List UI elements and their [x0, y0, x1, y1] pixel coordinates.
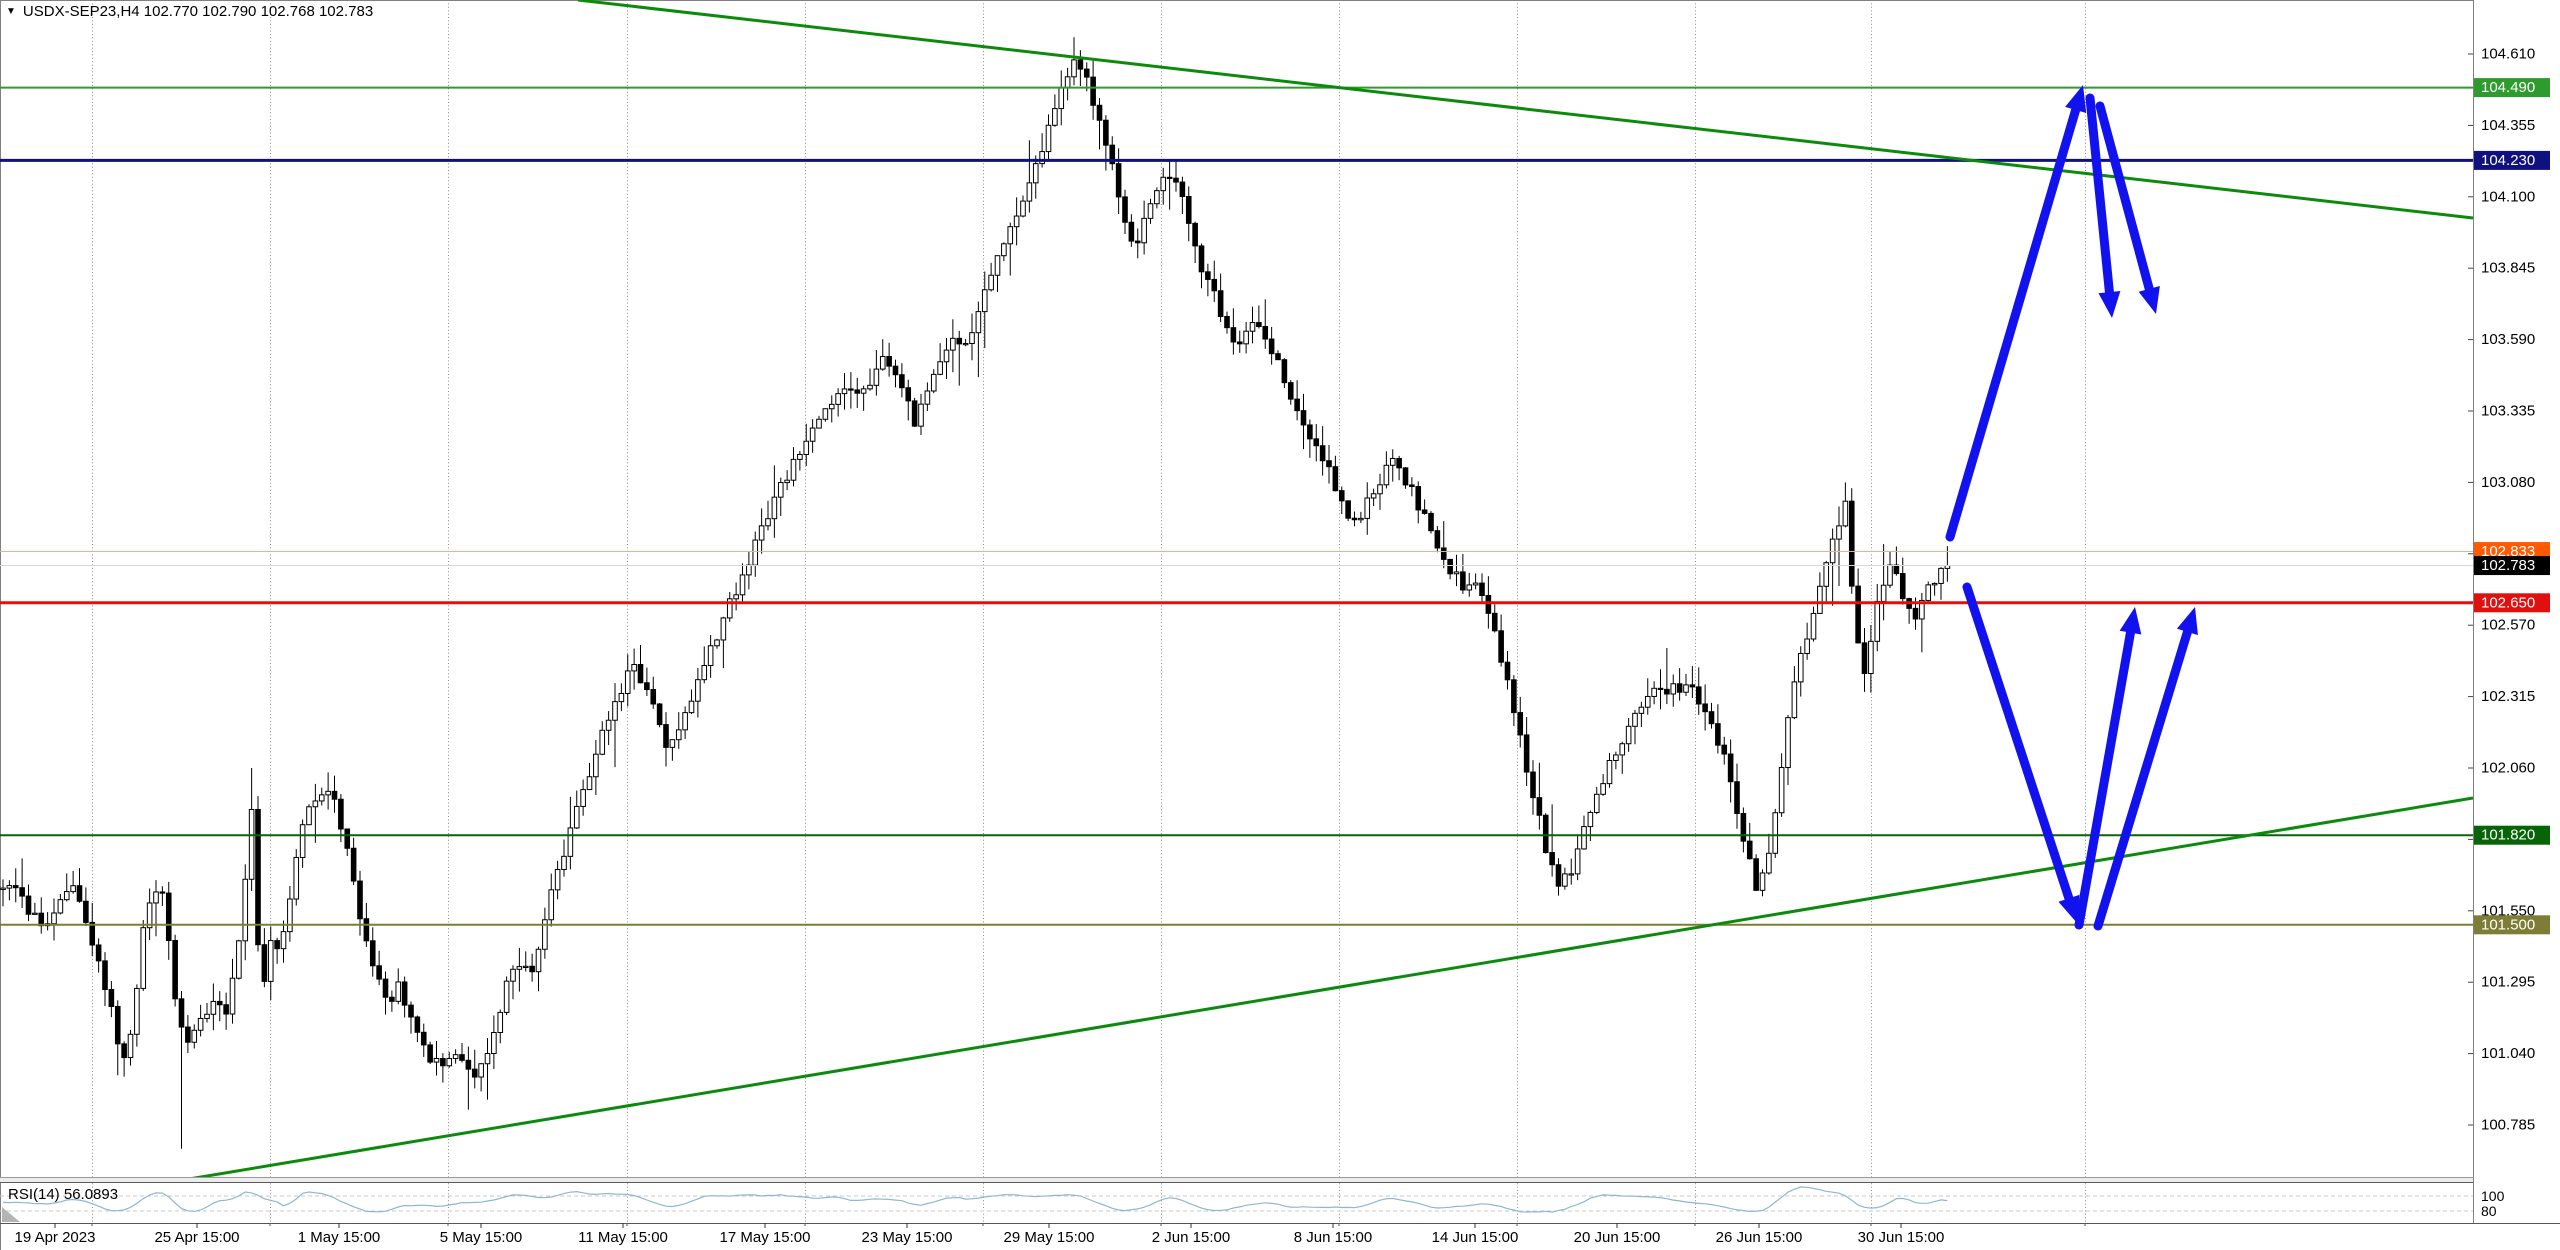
price-tick-label: 104.100: [2481, 188, 2535, 205]
arrow-shaft[interactable]: [2074, 628, 2135, 930]
time-axis-label: 29 May 15:00: [1004, 1229, 1095, 1246]
pane-resize-handle[interactable]: [0, 1177, 2560, 1183]
rsi-indicator-label: RSI(14) 56.0893: [8, 1186, 119, 1203]
arrow-head[interactable]: [2098, 291, 2121, 318]
price-tick-label: 103.080: [2481, 474, 2535, 491]
rsi-scale-label: 100: [2481, 1188, 2505, 1204]
pane-separator[interactable]: [0, 1177, 2560, 1183]
rsi-pane[interactable]: [0, 1186, 2473, 1222]
price-tick-label: 104.355: [2481, 117, 2535, 134]
level-price-label-text: 102.650: [2481, 594, 2535, 611]
time-axis-label: 20 Jun 15:00: [1574, 1229, 1661, 1246]
price-tick-label: 103.335: [2481, 403, 2535, 420]
level-price-label-text: 101.820: [2481, 827, 2535, 844]
arrow-head[interactable]: [2138, 286, 2160, 314]
time-axis-label: 19 Apr 2023: [15, 1229, 96, 1246]
rsi-line: [2, 1186, 1948, 1213]
arrow-head[interactable]: [2176, 607, 2198, 636]
symbol-dropdown-icon[interactable]: ▼: [6, 5, 16, 17]
price-tick-label: 103.590: [2481, 331, 2535, 348]
chart-title: ▼ USDX-SEP23,H4 102.770 102.790 102.768 …: [6, 3, 373, 20]
time-axis-label: 2 Jun 15:00: [1152, 1229, 1230, 1246]
time-axis-label: 1 May 15:00: [298, 1229, 381, 1246]
candles-layer: [0, 37, 1951, 1149]
arrow-shaft[interactable]: [1945, 105, 2081, 542]
projection-arrows[interactable]: [1945, 85, 2198, 931]
level-price-label[interactable]: [2474, 150, 2550, 170]
time-axis[interactable]: 19 Apr 2023 25 Apr 15:00 1 May 15:00 5 May …: [0, 1223, 2560, 1246]
level-price-label-text: 104.490: [2481, 79, 2535, 96]
arrow-head[interactable]: [2065, 85, 2087, 114]
time-axis-label: 8 Jun 15:00: [1294, 1229, 1372, 1246]
level-price-label[interactable]: [2474, 593, 2550, 613]
time-axis-label: 26 Jun 15:00: [1716, 1229, 1803, 1246]
time-axis-label: 5 May 15:00: [440, 1229, 523, 1246]
arrow-shaft[interactable]: [2085, 93, 2114, 297]
ask-price-label-text: 102.833: [2481, 543, 2535, 560]
chart-title-text: USDX-SEP23,H4 102.770 102.790 102.768 10…: [22, 3, 374, 20]
price-tick-label: 101.295: [2481, 974, 2535, 991]
price-tick-label: 103.845: [2481, 260, 2535, 277]
level-price-label[interactable]: [2474, 78, 2550, 98]
price-axis[interactable]: 104.610 104.355 104.100 103.845 103.590 103.3…: [2468, 0, 2560, 1250]
descending-resistance-trendline[interactable]: [577, 0, 2474, 220]
level-price-label-text: 104.230: [2481, 152, 2535, 169]
price-tick-label: 104.610: [2481, 46, 2535, 63]
price-tick-label: 101.550: [2481, 902, 2535, 919]
time-axis-label: 25 Apr 15:00: [154, 1229, 239, 1246]
level-price-label[interactable]: [2474, 915, 2550, 935]
level-price-label[interactable]: [2474, 825, 2550, 845]
rsi-scale-label: 80: [2481, 1203, 2497, 1219]
price-tick-label: 101.040: [2481, 1045, 2535, 1062]
level-price-label-text: 101.500: [2481, 916, 2535, 933]
arrow-head[interactable]: [2119, 607, 2142, 635]
price-tick-label: 100.785: [2481, 1117, 2535, 1134]
time-axis-label: 30 Jun 15:00: [1858, 1229, 1945, 1246]
arrow-shaft[interactable]: [2095, 101, 2154, 294]
price-tick-label: 102.060: [2481, 760, 2535, 777]
time-axis-label: 14 Jun 15:00: [1432, 1229, 1519, 1246]
arrow-shaft[interactable]: [1962, 582, 2074, 903]
pane-corner-handle: [2, 1207, 20, 1222]
arrow-shaft[interactable]: [2093, 627, 2192, 931]
bid-price-label[interactable]: [2474, 556, 2550, 576]
time-axis-label: 11 May 15:00: [578, 1229, 668, 1246]
price-tick-label: 102.570: [2481, 617, 2535, 634]
bid-price-label-text: 102.783: [2481, 557, 2535, 574]
price-tick-label: 102.315: [2481, 688, 2535, 705]
arrow-head[interactable]: [2058, 894, 2080, 923]
time-axis-label: 17 May 15:00: [720, 1229, 811, 1246]
time-axis-label: 23 May 15:00: [862, 1229, 953, 1246]
